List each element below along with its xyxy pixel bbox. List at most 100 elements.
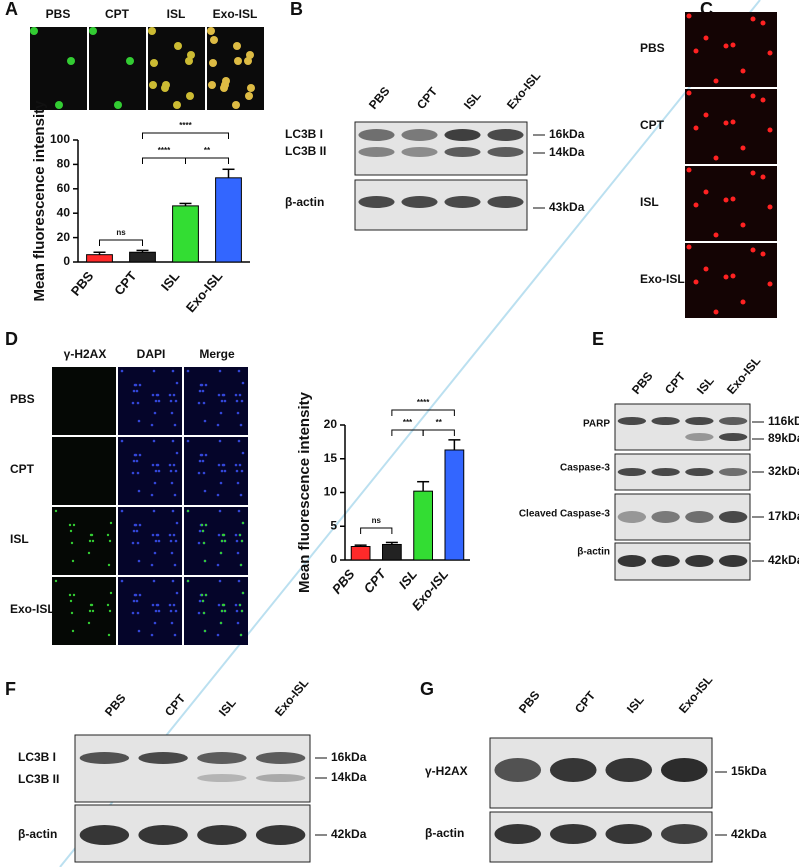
row-label: LC3B II	[18, 772, 59, 786]
row-label: β-actin	[577, 547, 610, 558]
significance-label: ns	[116, 228, 126, 237]
cell	[186, 439, 190, 443]
cell	[235, 539, 239, 543]
cell	[198, 529, 202, 533]
cell	[155, 463, 159, 467]
cell	[148, 27, 156, 35]
x-tick-label: PBS	[329, 566, 358, 596]
band	[660, 758, 708, 782]
cell	[750, 93, 756, 99]
cell	[210, 36, 218, 44]
lane-label: PBS	[366, 84, 393, 112]
cell	[235, 469, 239, 473]
cell	[150, 563, 154, 567]
cell	[740, 222, 746, 228]
cell	[234, 603, 238, 607]
y-tick-label: 20	[57, 230, 71, 244]
cell	[234, 533, 238, 537]
cell	[221, 463, 225, 467]
micrograph	[52, 437, 116, 505]
cell	[204, 453, 208, 457]
significance-label: ****	[417, 398, 430, 407]
cell	[767, 50, 773, 56]
y-tick-label: 40	[57, 205, 71, 219]
cell	[202, 541, 206, 545]
micrograph	[30, 27, 87, 110]
cell	[713, 232, 719, 238]
cell	[237, 509, 241, 513]
x-tick-label: CPT	[111, 268, 139, 298]
cell	[169, 469, 173, 473]
cell	[30, 27, 38, 35]
lane-label: Exo-ISL	[504, 69, 543, 112]
cell	[170, 481, 174, 485]
band	[718, 511, 748, 523]
row-label: CPT	[640, 118, 665, 132]
cell	[730, 119, 736, 125]
image-label: Exo-ISL	[213, 7, 258, 21]
cell	[713, 78, 719, 84]
y-tick-label: 80	[57, 157, 71, 171]
x-tick-label: Exo-ISL	[183, 268, 226, 315]
cell	[157, 609, 161, 613]
cell	[207, 27, 215, 35]
cell	[173, 101, 181, 109]
cell	[136, 471, 140, 475]
blot	[614, 403, 751, 451]
cell	[151, 393, 155, 397]
cell	[106, 603, 110, 607]
cell	[203, 629, 207, 633]
cell	[703, 189, 709, 195]
cell	[70, 611, 74, 615]
band	[651, 511, 680, 523]
significance-bracket	[360, 527, 393, 534]
significance-label: ****	[158, 146, 171, 155]
cell	[237, 439, 241, 443]
band	[487, 147, 524, 157]
micrograph	[184, 507, 248, 575]
cell	[693, 125, 699, 131]
cell	[109, 591, 113, 595]
marker-label: 42kDa	[768, 553, 799, 567]
cell	[186, 579, 190, 583]
band	[718, 433, 748, 441]
cell	[239, 493, 243, 497]
cell	[131, 611, 135, 615]
cell	[218, 369, 222, 373]
cell	[138, 453, 142, 457]
cell	[135, 599, 139, 603]
cell	[693, 202, 699, 208]
cell	[240, 609, 244, 613]
band	[444, 129, 481, 141]
x-tick-label: PBS	[68, 268, 97, 298]
band	[138, 825, 188, 845]
cell	[153, 481, 157, 485]
cell	[198, 459, 202, 463]
cell	[234, 393, 238, 397]
micrograph	[89, 27, 146, 110]
cell	[137, 629, 141, 633]
cell	[154, 399, 158, 403]
cell	[150, 59, 158, 67]
band	[605, 758, 653, 782]
band	[718, 468, 748, 476]
cell	[135, 389, 139, 393]
row-label: ISL	[10, 532, 29, 546]
cell	[186, 369, 190, 373]
row-label: β-actin	[285, 195, 324, 209]
cell	[71, 629, 75, 633]
cell	[239, 563, 243, 567]
marker-label: 14kDa	[331, 770, 367, 784]
lane-label: CPT	[162, 691, 189, 719]
cell	[750, 247, 756, 253]
cell	[237, 579, 241, 583]
cell	[131, 401, 135, 405]
cell	[136, 541, 140, 545]
cell	[133, 523, 137, 527]
cell	[204, 383, 208, 387]
cell	[137, 489, 141, 493]
cell	[200, 593, 204, 597]
cell	[169, 539, 173, 543]
image-label: CPT	[105, 7, 130, 21]
cell	[137, 419, 141, 423]
